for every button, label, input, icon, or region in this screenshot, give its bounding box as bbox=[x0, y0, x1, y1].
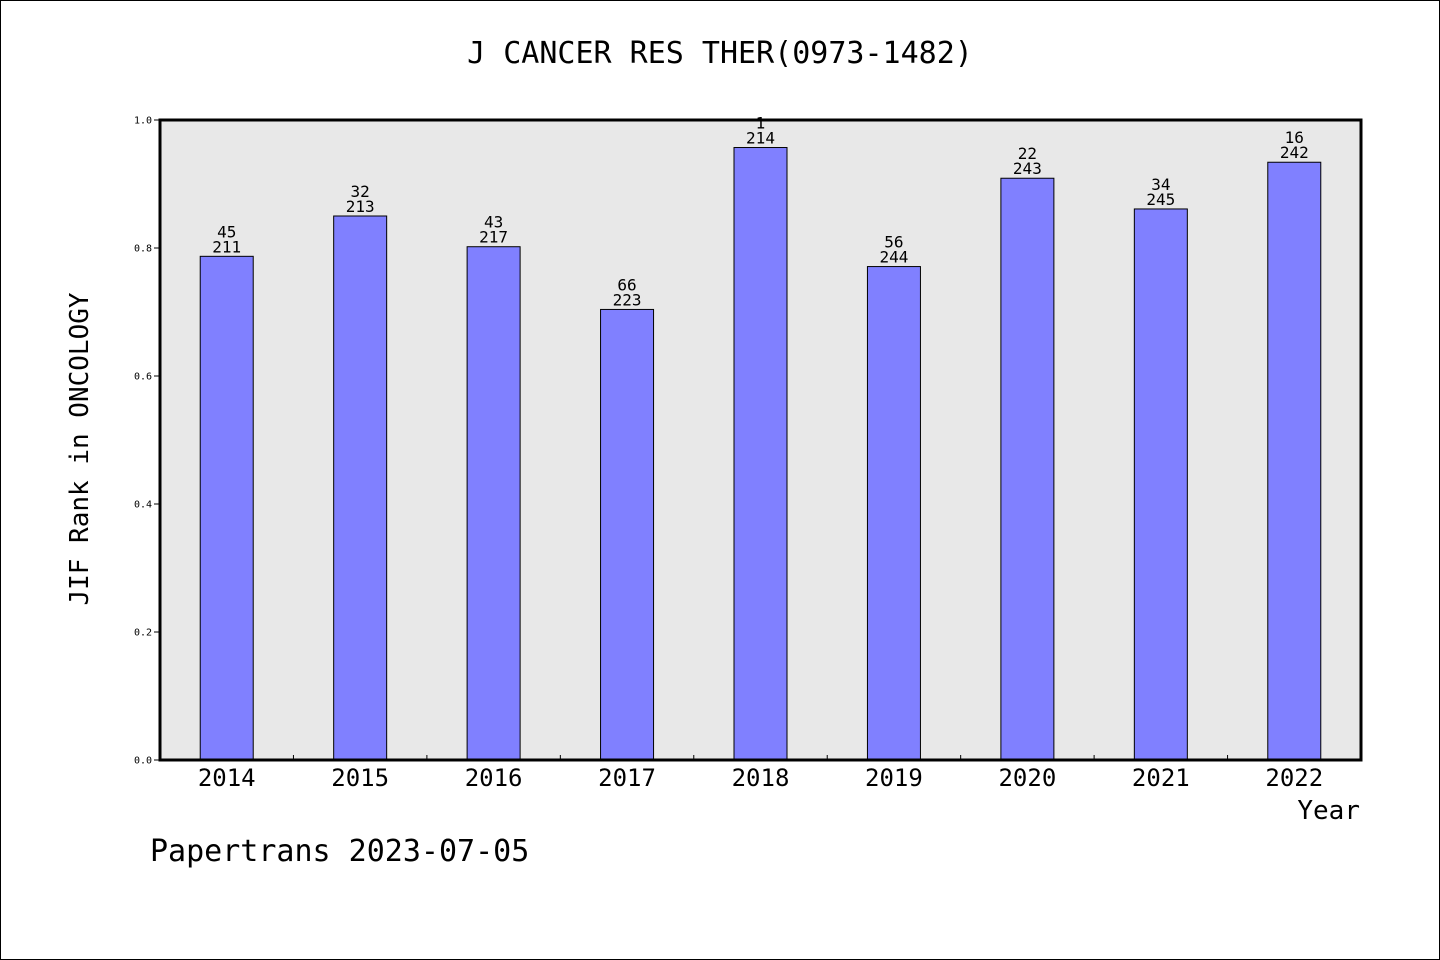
bar bbox=[600, 308, 655, 761]
x-tick-label: 2018 bbox=[732, 764, 790, 792]
bar-total-label: 244 bbox=[879, 248, 908, 267]
bar-rank-label: 32 bbox=[351, 182, 370, 201]
y-tick-label: 0.2 bbox=[134, 628, 152, 639]
bar-rank-label: 16 bbox=[1285, 128, 1304, 147]
bar-total-label: 242 bbox=[1280, 143, 1309, 162]
bar bbox=[466, 246, 521, 761]
bar-rank-label: 66 bbox=[617, 275, 636, 294]
bar bbox=[733, 147, 788, 761]
bar-rank-label: 1 bbox=[756, 114, 766, 133]
bar-rank-label: 22 bbox=[1018, 144, 1037, 163]
bar bbox=[866, 266, 921, 761]
x-tick-label: 2020 bbox=[998, 764, 1056, 792]
bar-rank-label: 34 bbox=[1151, 175, 1170, 194]
bar-rank-label: 56 bbox=[884, 233, 903, 252]
bar-total-label: 211 bbox=[212, 237, 241, 256]
bar-total-label: 214 bbox=[746, 129, 775, 148]
x-tick-label: 2021 bbox=[1132, 764, 1190, 792]
chart-title: J CANCER RES THER(0973-1482) bbox=[467, 36, 973, 71]
bar bbox=[1000, 177, 1055, 761]
x-tick-label: 2014 bbox=[198, 764, 256, 792]
bar-rank-label: 43 bbox=[484, 213, 503, 232]
y-tick-label: 0.8 bbox=[134, 244, 152, 255]
x-axis-label: Year bbox=[1297, 796, 1360, 826]
bar-rank-label: 45 bbox=[217, 222, 236, 241]
bar bbox=[333, 215, 388, 761]
x-tick-label: 2022 bbox=[1265, 764, 1323, 792]
bar bbox=[1133, 208, 1188, 761]
bar bbox=[1267, 161, 1322, 761]
footer-credit: Papertrans 2023-07-05 bbox=[150, 834, 530, 869]
x-tick-label: 2017 bbox=[598, 764, 656, 792]
x-tick-label: 2016 bbox=[465, 764, 523, 792]
x-tick-label: 2015 bbox=[331, 764, 389, 792]
bar-total-label: 223 bbox=[613, 290, 642, 309]
bar-total-label: 213 bbox=[346, 197, 375, 216]
bar-total-label: 245 bbox=[1146, 190, 1175, 209]
x-tick-label: 2019 bbox=[865, 764, 923, 792]
bar-total-label: 243 bbox=[1013, 159, 1042, 178]
y-tick-label: 1.0 bbox=[134, 116, 152, 127]
y-tick-label: 0.0 bbox=[134, 756, 152, 767]
bar bbox=[199, 255, 254, 761]
y-tick-label: 0.4 bbox=[134, 500, 152, 511]
plot-border bbox=[158, 118, 1363, 762]
bar-total-label: 217 bbox=[479, 228, 508, 247]
y-tick-label: 0.6 bbox=[134, 372, 152, 383]
